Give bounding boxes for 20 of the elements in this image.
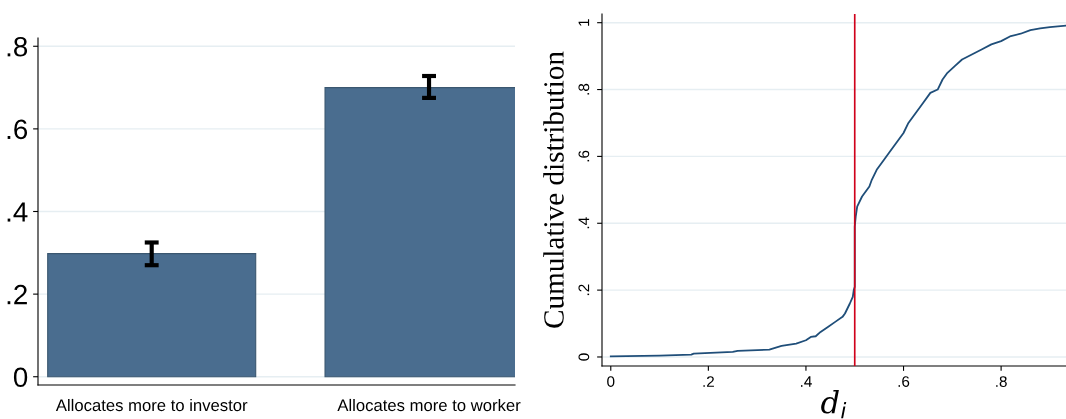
y-tick-label: .4 [7,202,28,222]
y-tick-label: .2 [578,284,590,296]
x-tick-label: .2 [703,376,714,387]
y-tick-label: 0 [578,353,590,361]
line-series [609,24,1066,358]
x-tick-label: Allocates more to investor [55,398,248,412]
y-tick-label: .2 [7,284,27,305]
y-tick-label: .6 [578,150,590,162]
x-tick-label: .4 [800,376,812,387]
x-tick-label: 0 [607,376,615,387]
y-tick-label: .8 [578,83,590,95]
y-tick-label: .6 [7,119,28,140]
y-tick-label: .8 [7,36,28,57]
y-tick-label: 1 [578,19,590,26]
x-tick-label: .8 [996,376,1007,387]
x-tick-label: .6 [898,376,910,387]
x-tick-label: Allocates more to worker [337,398,521,412]
y-tick-label: .4 [578,217,590,229]
y-axis-title: Cumulative distribution [543,51,564,328]
x-axis-title: d$_{i}$ [821,389,847,419]
